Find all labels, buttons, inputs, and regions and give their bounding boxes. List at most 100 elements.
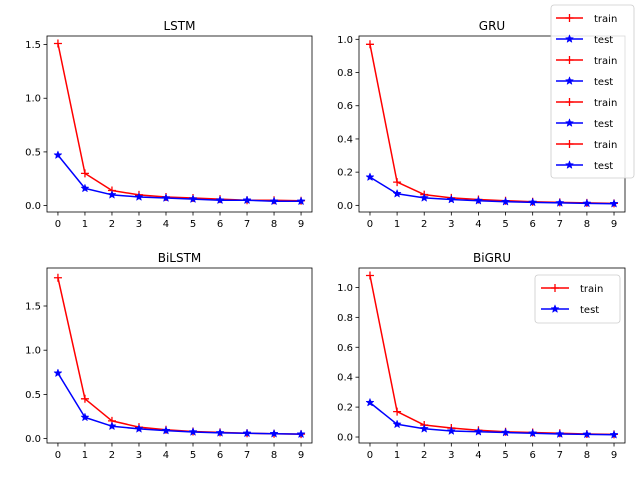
series-line <box>57 372 302 435</box>
legend-label: train <box>594 140 617 151</box>
x-tick-label: 6 <box>529 450 535 461</box>
legend-marker <box>564 34 575 43</box>
legend-marker <box>565 56 574 64</box>
x-tick-label: 0 <box>55 219 61 230</box>
x-tick-label: 0 <box>367 450 373 461</box>
x-tick-label: 8 <box>584 219 590 230</box>
data-point <box>500 427 511 437</box>
data-point <box>80 169 89 178</box>
y-tick-label: 1.0 <box>25 94 41 105</box>
y-tick-label: 0.8 <box>337 313 353 324</box>
series-test <box>365 172 619 208</box>
x-tick-label: 7 <box>244 219 250 230</box>
y-tick-label: 1.5 <box>25 302 41 313</box>
y-tick-label: 0.8 <box>337 68 353 79</box>
data-point <box>107 421 117 431</box>
y-tick-label: 0.4 <box>337 373 353 384</box>
data-point <box>392 419 402 429</box>
y-tick-label: 0.5 <box>25 390 41 401</box>
x-tick-label: 2 <box>109 450 115 461</box>
data-point <box>161 425 171 435</box>
x-tick-label: 2 <box>421 450 427 461</box>
x-tick-label: 7 <box>557 219 563 230</box>
data-point <box>215 195 225 205</box>
legend-label: train <box>594 98 617 109</box>
legend-entry: test <box>556 76 613 88</box>
x-tick-label: 2 <box>421 219 427 230</box>
x-tick-label: 5 <box>190 219 196 230</box>
legend-marker <box>551 284 559 292</box>
x-tick-label: 4 <box>475 219 481 230</box>
data-point <box>582 429 592 439</box>
data-point <box>53 39 62 48</box>
data-point <box>80 183 90 193</box>
axes-frame <box>46 267 313 444</box>
legend-entry: train <box>556 14 617 25</box>
legend-entry: test <box>541 304 599 316</box>
y-tick-label: 1.5 <box>25 40 41 51</box>
series-line <box>57 154 302 203</box>
data-point <box>53 150 63 160</box>
y-tick-label: 0.0 <box>337 433 353 444</box>
data-point <box>446 426 456 435</box>
legend-label: train <box>580 284 603 295</box>
data-point <box>473 426 484 436</box>
data-point <box>473 195 484 205</box>
y-tick-label: 0.2 <box>337 403 353 414</box>
legend-label: test <box>594 77 613 88</box>
series-line <box>57 277 302 435</box>
series-line <box>369 176 615 205</box>
data-point <box>188 427 198 436</box>
figure-legend: train test train test train test train test <box>550 4 635 179</box>
data-point <box>80 412 90 422</box>
data-point <box>161 193 171 203</box>
subplot-lstm: LSTM 0 1 2 3 4 5 6 7 8 9 0.0 0.5 1.0 1.5 <box>25 19 313 230</box>
legend-marker <box>564 160 575 169</box>
data-point <box>188 194 198 204</box>
x-tick-label: 2 <box>109 219 115 230</box>
x-tick-label: 4 <box>475 450 481 461</box>
data-point <box>419 423 429 433</box>
data-point <box>393 178 402 187</box>
data-point <box>242 428 252 438</box>
x-tick-label: 9 <box>611 450 617 461</box>
legend-label: test <box>580 305 599 316</box>
legend-marker <box>550 304 560 313</box>
legend-marker <box>565 98 574 106</box>
y-tick-label: 0.0 <box>337 201 353 212</box>
y-tick-label: 0.0 <box>25 201 41 212</box>
legend-entry: test <box>556 34 613 46</box>
x-tick-label: 1 <box>82 219 88 230</box>
data-point <box>555 197 565 207</box>
subplot-bilstm: BiLSTM 0 1 2 3 4 5 6 7 8 9 0.0 0.5 1.0 1.5 <box>25 251 313 461</box>
x-tick-label: 9 <box>298 219 304 230</box>
y-tick-label: 0.4 <box>337 134 353 145</box>
legend-label: test <box>594 161 613 172</box>
x-tick-label: 3 <box>448 450 454 461</box>
x-tick-label: 8 <box>584 450 590 461</box>
subplot-title: BiGRU <box>473 251 511 265</box>
x-tick-label: 5 <box>502 219 508 230</box>
x-tick-label: 0 <box>55 450 61 461</box>
series-train <box>53 39 306 205</box>
x-tick-label: 6 <box>217 450 223 461</box>
x-tick-label: 1 <box>82 450 88 461</box>
x-tick-label: 4 <box>163 450 169 461</box>
legend-label: train <box>594 14 617 25</box>
x-tick-label: 1 <box>394 450 400 461</box>
y-tick-label: 0.5 <box>25 147 41 158</box>
y-tick-label: 0.2 <box>337 168 353 179</box>
legend-marker <box>564 118 575 127</box>
subplot-bigru: BiGRU 0 1 2 3 4 5 6 7 8 9 0.0 0.2 0.4 0.6 0.8 1.0 <box>337 251 626 461</box>
x-tick-label: 8 <box>271 219 277 230</box>
legend-frame <box>550 4 635 179</box>
data-point <box>392 188 402 198</box>
x-tick-label: 3 <box>136 450 142 461</box>
x-tick-label: 1 <box>394 219 400 230</box>
series-line <box>369 402 615 436</box>
data-point <box>609 198 619 208</box>
x-tick-label: 5 <box>190 450 196 461</box>
x-tick-label: 8 <box>271 450 277 461</box>
x-tick-label: 7 <box>557 450 563 461</box>
data-point <box>582 198 592 208</box>
